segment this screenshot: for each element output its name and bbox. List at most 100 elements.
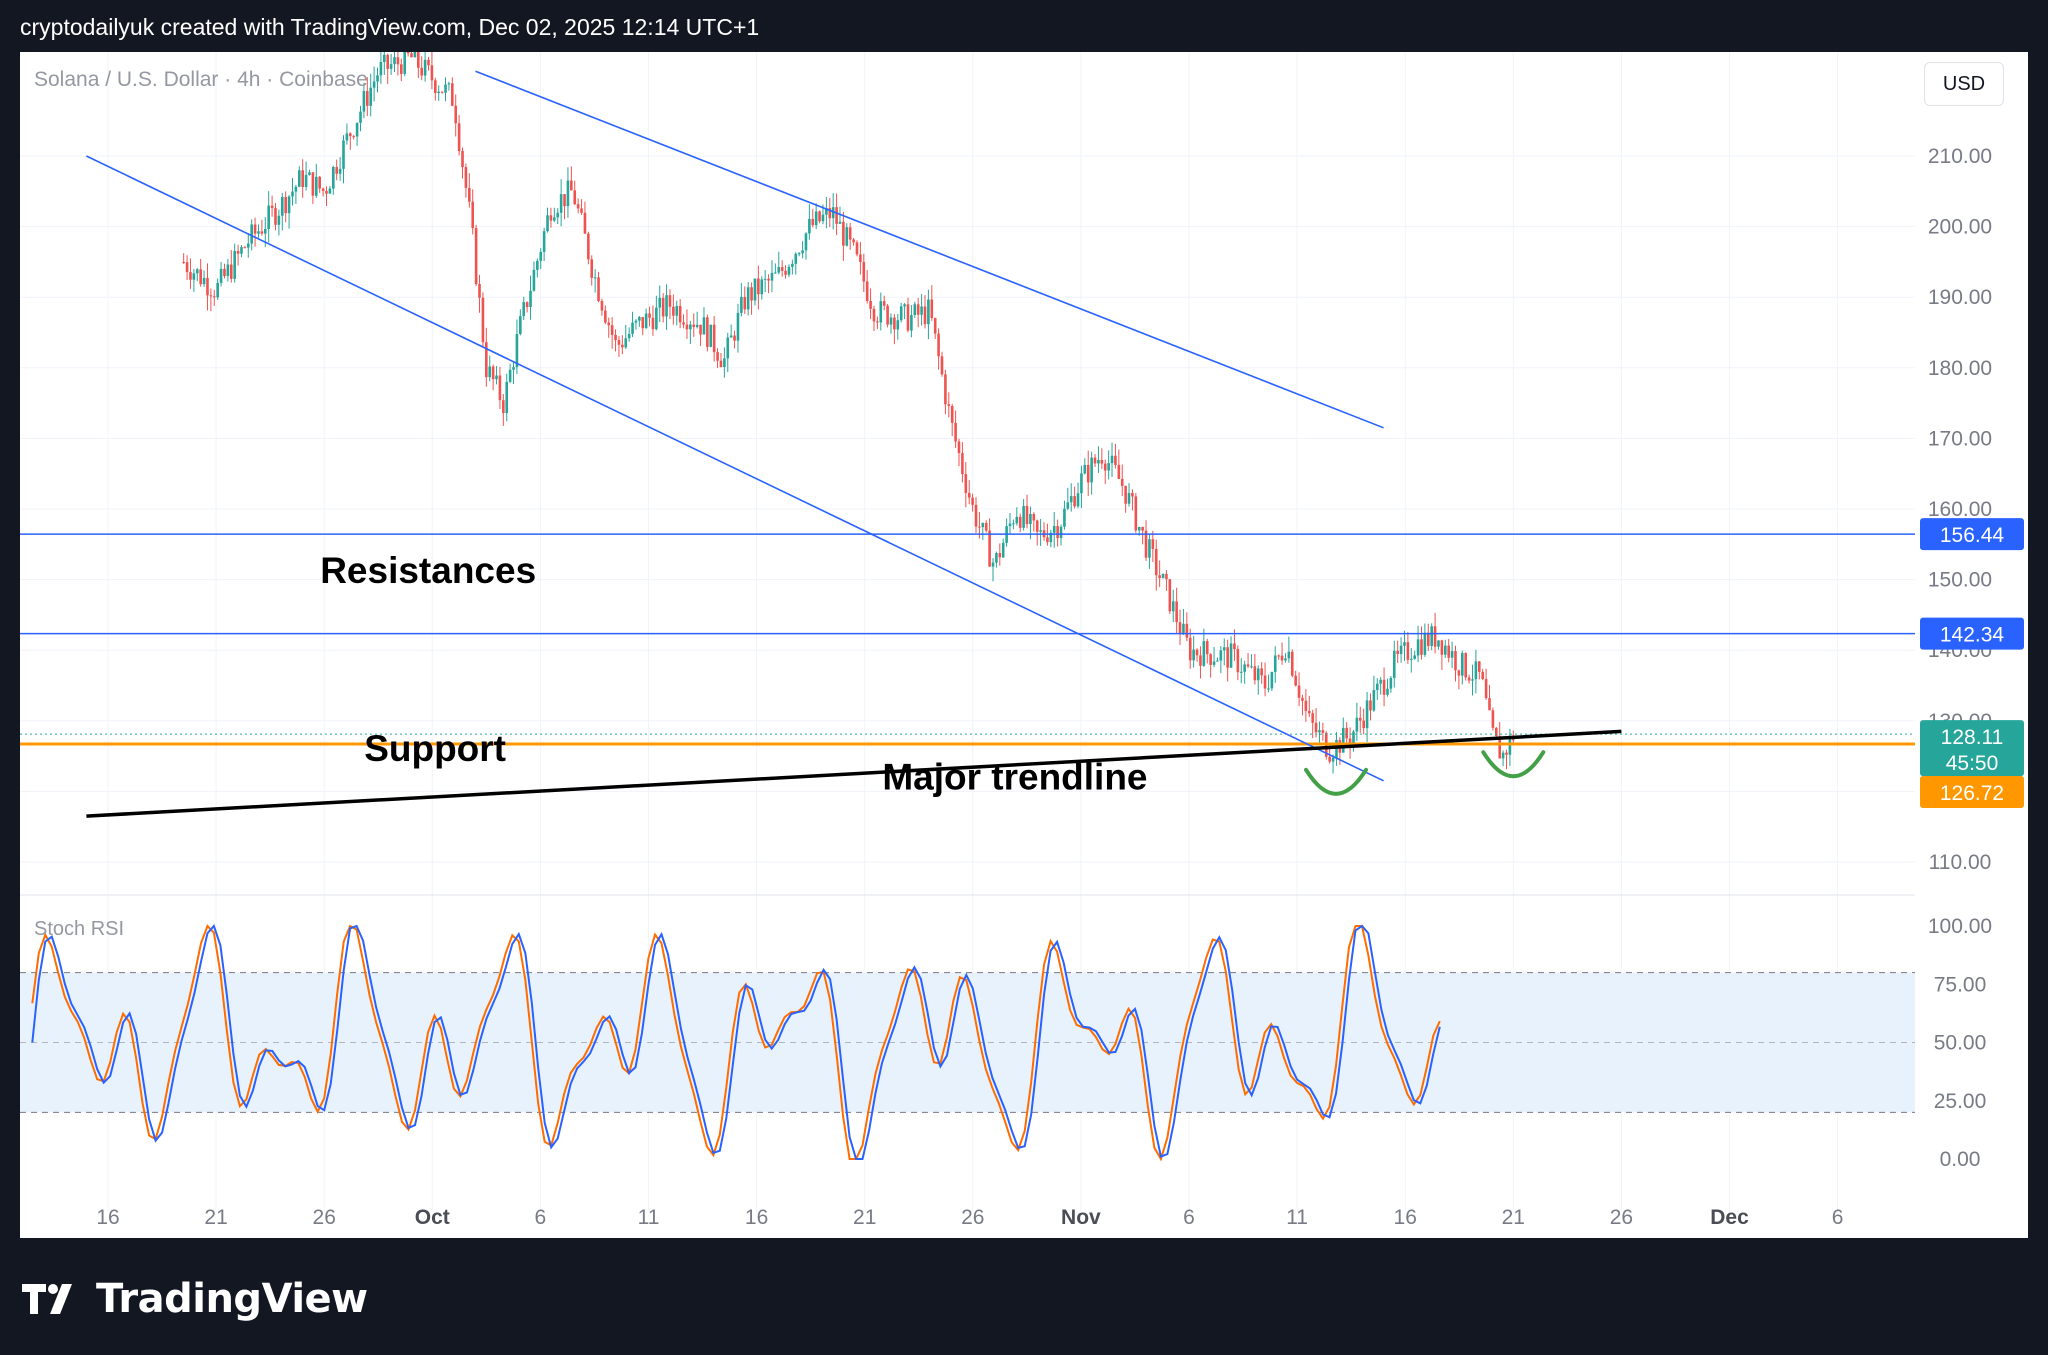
time-tick-label: 11 xyxy=(638,1206,660,1229)
candle-body xyxy=(1012,523,1015,525)
candle-body xyxy=(352,136,355,138)
candle-body xyxy=(250,224,253,244)
candle-body xyxy=(655,307,658,330)
candle-body xyxy=(913,304,917,316)
candle-body xyxy=(828,208,832,219)
time-tick-label: 6 xyxy=(1832,1206,1844,1229)
candle-body xyxy=(971,497,974,505)
candle-body xyxy=(947,404,951,406)
level-badge-142.34-bg xyxy=(1920,617,2024,650)
candle-body xyxy=(638,317,641,321)
candle-body xyxy=(825,208,828,215)
candle-body xyxy=(546,215,549,232)
candle-body xyxy=(311,172,315,196)
candle-body xyxy=(559,194,563,213)
time-tick-label: 16 xyxy=(96,1206,119,1229)
candle-body xyxy=(491,366,495,380)
candle-body xyxy=(712,324,716,353)
candle-body xyxy=(542,231,546,252)
candle-body xyxy=(474,228,478,285)
candle-body xyxy=(410,53,413,58)
candle-body xyxy=(1318,730,1321,733)
candle-body xyxy=(1154,548,1158,576)
candle-body xyxy=(1311,713,1314,723)
candle-body xyxy=(733,335,736,341)
candle-body xyxy=(209,295,213,297)
candle-body xyxy=(508,369,512,382)
stoch-tick-label: 100.00 xyxy=(1928,915,1992,938)
candle-body xyxy=(451,83,454,106)
candle-body xyxy=(1222,647,1226,651)
candle-body xyxy=(644,313,648,329)
candle-body xyxy=(723,358,726,368)
candle-body xyxy=(821,214,825,222)
currency-button[interactable]: USD xyxy=(1924,62,2004,106)
candle-body xyxy=(855,242,859,255)
candle-body xyxy=(1188,637,1192,661)
last-price-badge-bg xyxy=(1920,720,2024,777)
level-badge-126.72: 126.72 xyxy=(1920,775,2024,808)
tradingview-logo[interactable]: TradingView xyxy=(22,1276,368,1322)
candle-body xyxy=(1035,520,1039,532)
time-tick-label: 21 xyxy=(204,1206,227,1229)
candle-body xyxy=(1202,641,1206,666)
candle-body xyxy=(998,553,1002,558)
candle-body xyxy=(1093,457,1097,464)
candle-body xyxy=(1100,459,1104,464)
candle-body xyxy=(287,196,291,214)
candle-body xyxy=(348,133,352,137)
stoch-k-line xyxy=(31,924,1441,1160)
price-tick-label: 110.00 xyxy=(1929,851,1992,874)
candle-body xyxy=(376,75,379,82)
candle-body xyxy=(1141,526,1144,531)
candle-body xyxy=(1372,690,1376,711)
candle-body xyxy=(1399,645,1403,655)
time-tick-label: 6 xyxy=(535,1206,547,1229)
candle-body xyxy=(804,233,808,251)
candle-body xyxy=(797,253,801,255)
candle-body xyxy=(536,260,539,270)
candle-body xyxy=(879,301,883,323)
stoch-rsi-title: Stoch RSI xyxy=(34,918,125,940)
candle-body xyxy=(1484,679,1488,699)
candle-body xyxy=(1015,516,1019,524)
candle-body xyxy=(784,270,787,275)
annotation-resistances: Resistances xyxy=(320,550,536,591)
candle-body xyxy=(757,278,760,295)
candle-body xyxy=(195,269,199,274)
candle-body xyxy=(1494,727,1498,737)
candle-body xyxy=(573,190,577,205)
stoch-tick-label: 0.00 xyxy=(1940,1148,1981,1171)
candle-body xyxy=(566,180,570,207)
candle-body xyxy=(869,301,872,309)
candle-body xyxy=(852,239,855,243)
candle-body xyxy=(359,111,362,123)
candle-body xyxy=(974,504,978,527)
candle-body xyxy=(1046,537,1049,543)
candle-body xyxy=(1464,653,1467,678)
candle-body xyxy=(464,167,468,188)
candle-body xyxy=(1355,717,1359,732)
candle-body xyxy=(607,322,611,326)
candle-body xyxy=(695,324,699,328)
candle-body xyxy=(916,304,920,315)
price-tick-label: 160.00 xyxy=(1928,498,1992,521)
candle-body xyxy=(267,205,270,229)
candle-body xyxy=(522,302,526,317)
candle-body xyxy=(641,317,645,329)
candle-body xyxy=(1379,679,1382,684)
level-badge-142.34-text: 142.34 xyxy=(1940,624,2005,647)
candle-body xyxy=(556,212,560,218)
chart-panel[interactable]: Resistances Support Major trendline 110.00 1… xyxy=(20,52,2028,1238)
candle-body xyxy=(1477,661,1481,672)
candle-body xyxy=(1076,493,1080,507)
candle-body xyxy=(1481,671,1484,680)
candle-body xyxy=(1409,658,1413,660)
candle-body xyxy=(1430,626,1433,646)
candle-body xyxy=(702,317,706,335)
grid xyxy=(20,52,1915,1212)
candle-body xyxy=(995,553,998,563)
candle-body xyxy=(263,228,267,234)
candle-body xyxy=(831,207,835,219)
